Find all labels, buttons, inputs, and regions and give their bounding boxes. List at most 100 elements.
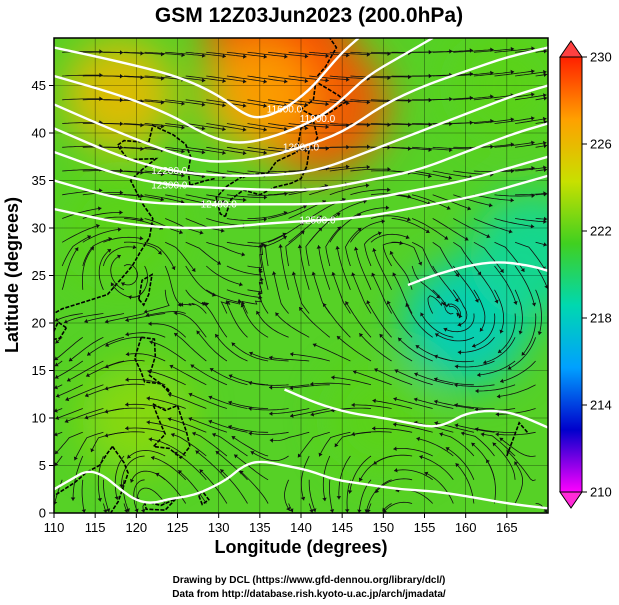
streamline — [185, 194, 226, 203]
streamline — [318, 245, 331, 290]
streamline — [195, 450, 228, 481]
streamline-arrow — [304, 54, 309, 59]
streamline-arrow — [286, 506, 291, 511]
streamline — [387, 300, 413, 338]
streamline-arrow — [215, 451, 220, 455]
streamline-arrow — [64, 418, 69, 423]
x-tick-label: 145 — [331, 520, 353, 535]
streamline — [309, 123, 350, 127]
streamline — [165, 123, 206, 130]
streamline-arrow — [366, 100, 371, 105]
streamline — [453, 218, 491, 238]
streamline-arrow — [531, 302, 537, 307]
streamline — [473, 48, 515, 53]
streamline-arrow — [305, 148, 309, 153]
streamline-arrow — [377, 231, 382, 236]
streamline-arrow — [304, 125, 309, 131]
streamline — [233, 454, 269, 481]
streamline-arrow — [54, 462, 59, 466]
streamline-arrow — [317, 215, 322, 220]
streamline-arrow — [64, 319, 68, 324]
y-axis: 0 5 10 15 20 25 30 35 40 45 — [32, 78, 54, 521]
streamline — [329, 166, 371, 172]
streamline — [279, 244, 289, 290]
streamline — [226, 218, 268, 221]
streamline — [473, 218, 513, 233]
streamline-arrow — [335, 246, 340, 250]
streamline — [444, 302, 461, 319]
streamline-arrow — [269, 438, 274, 443]
streamline-arrow — [329, 509, 335, 513]
streamline — [364, 232, 382, 267]
streamline-arrow — [104, 409, 109, 414]
streamline — [394, 469, 433, 481]
streamline-arrow — [387, 167, 391, 172]
streamline — [123, 75, 165, 80]
streamline — [165, 99, 206, 106]
streamline — [206, 289, 245, 304]
streamline-arrow — [237, 298, 242, 304]
streamline-arrow — [364, 509, 369, 513]
streamline — [352, 370, 392, 386]
streamline-arrow — [263, 243, 267, 248]
streamline — [329, 200, 367, 219]
streamline-arrow — [492, 442, 497, 447]
streamline-arrow — [449, 121, 453, 127]
streamline — [535, 265, 548, 289]
streamline-arrow — [54, 450, 59, 455]
streamline — [268, 99, 309, 106]
streamline — [495, 431, 536, 436]
streamline — [123, 123, 165, 128]
streamline — [203, 303, 228, 338]
streamline — [432, 241, 460, 278]
streamline-arrow — [531, 92, 535, 97]
streamline-arrow — [365, 183, 370, 188]
streamline — [269, 408, 310, 415]
streamline — [494, 117, 535, 124]
streamline-arrow — [130, 478, 135, 483]
streamline — [228, 425, 269, 433]
streamline-arrow — [85, 393, 89, 398]
streamline-arrow — [531, 69, 535, 74]
streamline — [144, 241, 176, 271]
streamline — [241, 295, 262, 314]
streamline-arrow — [309, 509, 314, 513]
streamline-arrow — [494, 299, 499, 304]
streamline — [62, 190, 103, 196]
streamline-arrow — [435, 333, 439, 338]
streamline — [185, 146, 226, 154]
streamline — [231, 435, 269, 457]
streamline — [121, 455, 145, 488]
streamline-arrow — [103, 509, 108, 513]
streamline-arrow — [475, 388, 479, 394]
streamline — [178, 469, 207, 504]
streamline-arrow — [191, 267, 196, 272]
streamline — [226, 75, 267, 83]
streamline — [104, 359, 145, 368]
streamline-arrow — [188, 392, 193, 397]
coastline — [54, 124, 192, 315]
coastline — [215, 119, 319, 218]
streamline — [309, 51, 350, 56]
streamline — [427, 295, 446, 314]
contour-label: 12500.0 — [299, 215, 336, 226]
streamline — [514, 289, 523, 335]
streamline-arrow — [231, 436, 236, 440]
streamline — [104, 313, 145, 323]
streamline — [358, 333, 392, 362]
height-contour — [54, 155, 548, 206]
streamline-arrow — [513, 301, 518, 305]
streamline — [179, 303, 207, 314]
streamline — [350, 220, 385, 243]
streamline-arrow — [241, 252, 245, 257]
colorbar-tick-label: 210 — [590, 485, 612, 500]
streamline — [390, 250, 413, 290]
streamline — [110, 254, 125, 291]
streamline — [65, 384, 104, 401]
streamline — [125, 427, 166, 433]
streamline — [453, 194, 493, 207]
streamline-arrow — [393, 397, 397, 402]
streamline — [345, 301, 372, 338]
streamline-arrow — [54, 385, 58, 390]
streamline — [310, 382, 351, 386]
